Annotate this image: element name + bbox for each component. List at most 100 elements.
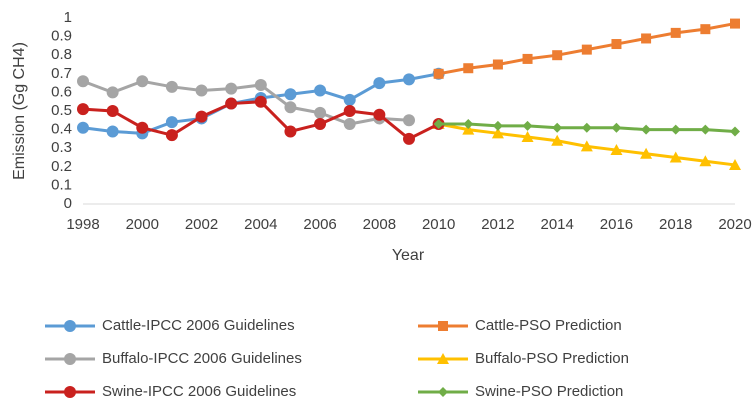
data-point <box>314 106 327 119</box>
data-point <box>343 93 356 106</box>
y-tick-label: 0.9 <box>51 28 72 45</box>
data-point <box>611 39 622 50</box>
data-point <box>106 125 119 138</box>
data-point <box>254 95 267 108</box>
legend-marker <box>64 386 76 398</box>
x-tick-label: 2018 <box>659 216 692 233</box>
y-tick-label: 0.1 <box>51 176 72 193</box>
data-point <box>403 114 415 127</box>
data-point <box>195 84 208 97</box>
data-point <box>463 119 474 130</box>
data-point <box>373 77 386 90</box>
data-point <box>462 123 475 135</box>
data-point <box>611 122 622 133</box>
data-point <box>254 78 267 91</box>
data-point <box>106 105 119 117</box>
data-point <box>284 125 297 138</box>
x-tick-label: 2002 <box>185 216 218 233</box>
data-point <box>314 84 327 97</box>
data-point <box>551 134 564 146</box>
data-point <box>641 124 652 135</box>
legend-label: Swine-IPCC 2006 Guidelines <box>102 383 296 400</box>
y-tick-label: 0.4 <box>51 121 72 138</box>
legend-marker <box>438 321 448 331</box>
x-tick-label: 2008 <box>363 216 396 233</box>
data-point <box>669 151 682 163</box>
data-point <box>700 124 711 135</box>
data-point <box>433 68 444 79</box>
data-point <box>463 63 474 74</box>
data-point <box>225 97 238 110</box>
data-point <box>522 53 533 64</box>
legend-marker <box>64 320 76 332</box>
data-point <box>492 120 503 131</box>
data-point <box>165 129 178 142</box>
data-point <box>225 82 238 95</box>
data-point <box>670 27 681 38</box>
data-point <box>641 33 652 44</box>
data-point <box>403 73 415 86</box>
data-point <box>284 88 297 101</box>
data-point <box>730 18 740 29</box>
legend-label: Buffalo-IPCC 2006 Guidelines <box>102 350 302 367</box>
y-tick-label: 0.6 <box>51 83 72 100</box>
data-point <box>581 44 592 55</box>
data-point <box>730 126 740 137</box>
data-point <box>699 155 712 167</box>
legend-marker <box>64 353 76 365</box>
x-tick-label: 2004 <box>244 216 277 233</box>
x-tick-label: 2010 <box>422 216 455 233</box>
data-point <box>136 121 149 134</box>
x-tick-label: 2012 <box>481 216 514 233</box>
data-point <box>433 119 444 130</box>
y-tick-label: 0.3 <box>51 139 72 156</box>
data-point <box>403 132 415 145</box>
data-point <box>343 118 356 131</box>
data-point <box>284 101 297 114</box>
x-tick-label: 2016 <box>600 216 633 233</box>
y-tick-label: 0 <box>64 195 72 212</box>
data-point <box>610 144 623 156</box>
y-axis-label: Emission (Gg CH4) <box>11 42 28 180</box>
y-tick-label: 0.2 <box>51 158 72 175</box>
y-tick-label: 1 <box>64 9 72 26</box>
data-point <box>729 158 741 170</box>
data-point <box>552 50 563 61</box>
data-point <box>106 86 119 99</box>
data-point <box>700 24 711 35</box>
x-tick-label: 2006 <box>303 216 336 233</box>
y-tick-label: 0.8 <box>51 46 72 63</box>
x-tick-label: 2000 <box>126 216 159 233</box>
data-point <box>373 108 386 121</box>
data-point <box>670 124 681 135</box>
data-point <box>314 118 327 131</box>
x-tick-label: 2020 <box>718 216 751 233</box>
legend-label: Cattle-PSO Prediction <box>475 317 622 334</box>
data-point <box>77 103 89 116</box>
legend-label: Buffalo-PSO Prediction <box>475 350 629 367</box>
x-axis-label: Year <box>392 247 425 264</box>
data-point <box>552 122 563 133</box>
data-point <box>195 110 208 123</box>
legend-label: Cattle-IPCC 2006 Guidelines <box>102 317 295 334</box>
legend-marker <box>437 353 449 364</box>
data-point <box>165 80 178 93</box>
x-tick-label: 2014 <box>540 216 573 233</box>
data-point <box>581 122 592 133</box>
data-point <box>77 75 89 88</box>
data-point <box>640 147 653 159</box>
data-point <box>77 121 89 134</box>
data-point <box>521 131 534 143</box>
data-point <box>136 75 149 88</box>
data-point <box>522 120 533 131</box>
data-point <box>580 140 593 152</box>
data-point <box>165 116 178 129</box>
x-tick-label: 1998 <box>66 216 99 233</box>
data-point <box>492 59 503 70</box>
y-tick-label: 0.5 <box>51 102 72 119</box>
legend-marker <box>438 387 448 397</box>
legend-label: Swine-PSO Prediction <box>475 383 623 400</box>
data-point <box>491 127 504 139</box>
y-tick-label: 0.7 <box>51 65 72 82</box>
